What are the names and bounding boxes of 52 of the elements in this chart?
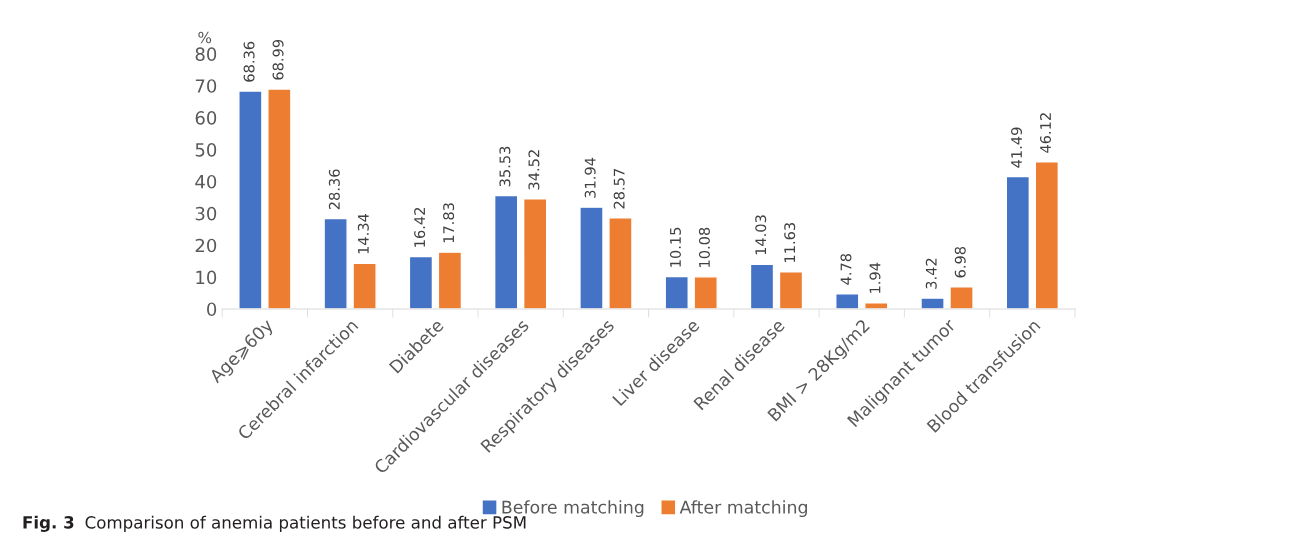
data-label: 46.12 — [1040, 113, 1052, 153]
data-label: 10.08 — [698, 227, 710, 267]
y-tick-label: 0 — [207, 302, 217, 317]
bar — [949, 286, 974, 309]
legend-label: After matching — [679, 500, 807, 518]
bar — [522, 198, 548, 309]
bar — [267, 88, 292, 309]
data-label: 4.78 — [840, 253, 852, 285]
data-label: 68.99 — [272, 39, 284, 80]
data-label: 28.57 — [613, 169, 625, 209]
caption: Fig. 3 — [23, 515, 74, 532]
bar — [693, 276, 718, 309]
y-tick-label: 20 — [195, 238, 217, 253]
data-label: 31.94 — [584, 157, 596, 198]
bar — [664, 275, 689, 309]
data-label: 17.83 — [443, 203, 455, 243]
y-tick-label: 50 — [195, 142, 217, 157]
data-label: 11.63 — [784, 222, 796, 262]
data-label: 41.49 — [1011, 127, 1023, 168]
data-label: 14.34 — [357, 213, 369, 254]
y-tick-label: 40 — [195, 174, 217, 189]
bar — [579, 206, 604, 309]
y-tick-label: 30 — [195, 206, 217, 221]
y-axis-title: % — [198, 31, 212, 44]
data-label: 16.42 — [414, 208, 426, 247]
y-tick-label: 80 — [195, 47, 217, 61]
bar — [749, 263, 775, 309]
y-tick-label: 60 — [195, 111, 217, 125]
data-label: 28.36 — [328, 169, 340, 210]
bar — [1005, 175, 1031, 309]
data-label: 35.53 — [499, 146, 511, 187]
bar — [352, 262, 377, 309]
data-label: 14.03 — [755, 215, 767, 255]
bar — [238, 90, 263, 309]
data-label: 10.15 — [669, 227, 681, 267]
bar — [835, 293, 860, 309]
bar — [778, 271, 804, 309]
bar — [323, 217, 348, 309]
text: Comparison of anemia patients before and after PSM — [85, 515, 526, 532]
bar — [493, 194, 519, 309]
data-label: 34.52 — [528, 150, 540, 190]
data-label: 68.36 — [243, 41, 255, 82]
data-label: 3.42 — [925, 258, 937, 289]
bar — [1034, 161, 1060, 309]
y-tick-label: 70 — [195, 79, 217, 93]
y-tick-label: 10 — [196, 270, 217, 285]
bar — [608, 217, 633, 309]
data-label: 1.94 — [869, 262, 881, 293]
bar — [920, 297, 945, 309]
bar — [437, 251, 463, 309]
bar — [408, 255, 434, 309]
data-label: 6.98 — [954, 246, 966, 278]
